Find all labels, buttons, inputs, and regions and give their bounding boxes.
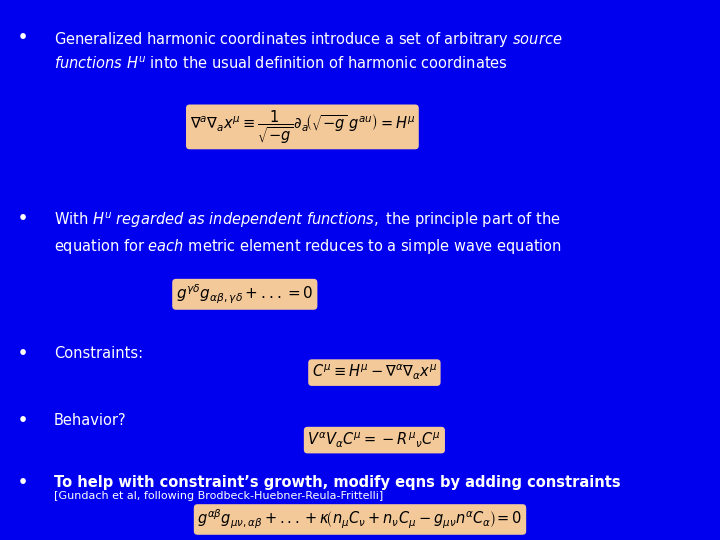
Text: •: • [18, 30, 28, 45]
Text: To help with constraint’s growth, modify eqns by adding constraints: To help with constraint’s growth, modify… [54, 475, 621, 490]
Text: $V^\alpha V_\alpha C^\mu = -R^\mu{}_\nu C^\mu$: $V^\alpha V_\alpha C^\mu = -R^\mu{}_\nu … [307, 430, 441, 450]
Text: $g^{\alpha\beta}g_{\mu\nu,\alpha\beta} + ... + \kappa\!\left(n_\mu C_\nu + n_\nu: $g^{\alpha\beta}g_{\mu\nu,\alpha\beta} +… [197, 508, 523, 531]
Text: $\nabla^a\nabla_a x^\mu \equiv \dfrac{1}{\sqrt{-g}}\partial_a\!\left(\sqrt{-g}\,: $\nabla^a\nabla_a x^\mu \equiv \dfrac{1}… [189, 108, 415, 146]
Text: $g^{\gamma\delta}g_{\alpha\beta,\gamma\delta} + ... = 0$: $g^{\gamma\delta}g_{\alpha\beta,\gamma\d… [176, 282, 314, 306]
Text: •: • [18, 475, 28, 490]
Text: Generalized harmonic coordinates introduce a set of arbitrary $\mathit{source}$
: Generalized harmonic coordinates introdu… [54, 30, 562, 72]
Text: •: • [18, 211, 28, 226]
Text: Constraints:: Constraints: [54, 346, 143, 361]
Text: With $\mathit{H^u}$ $\mathit{regarded\ as\ independent\ functions,}$ the princip: With $\mathit{H^u}$ $\mathit{regarded\ a… [54, 211, 562, 256]
Text: [Gundach et al, following Brodbeck-Huebner-Reula-Frittelli]: [Gundach et al, following Brodbeck-Huebn… [54, 491, 383, 502]
Text: Behavior?: Behavior? [54, 413, 127, 428]
Text: $C^\mu \equiv H^\mu - \nabla^\alpha\nabla_\alpha x^\mu$: $C^\mu \equiv H^\mu - \nabla^\alpha\nabl… [312, 363, 437, 382]
Text: •: • [18, 413, 28, 428]
Text: •: • [18, 346, 28, 361]
